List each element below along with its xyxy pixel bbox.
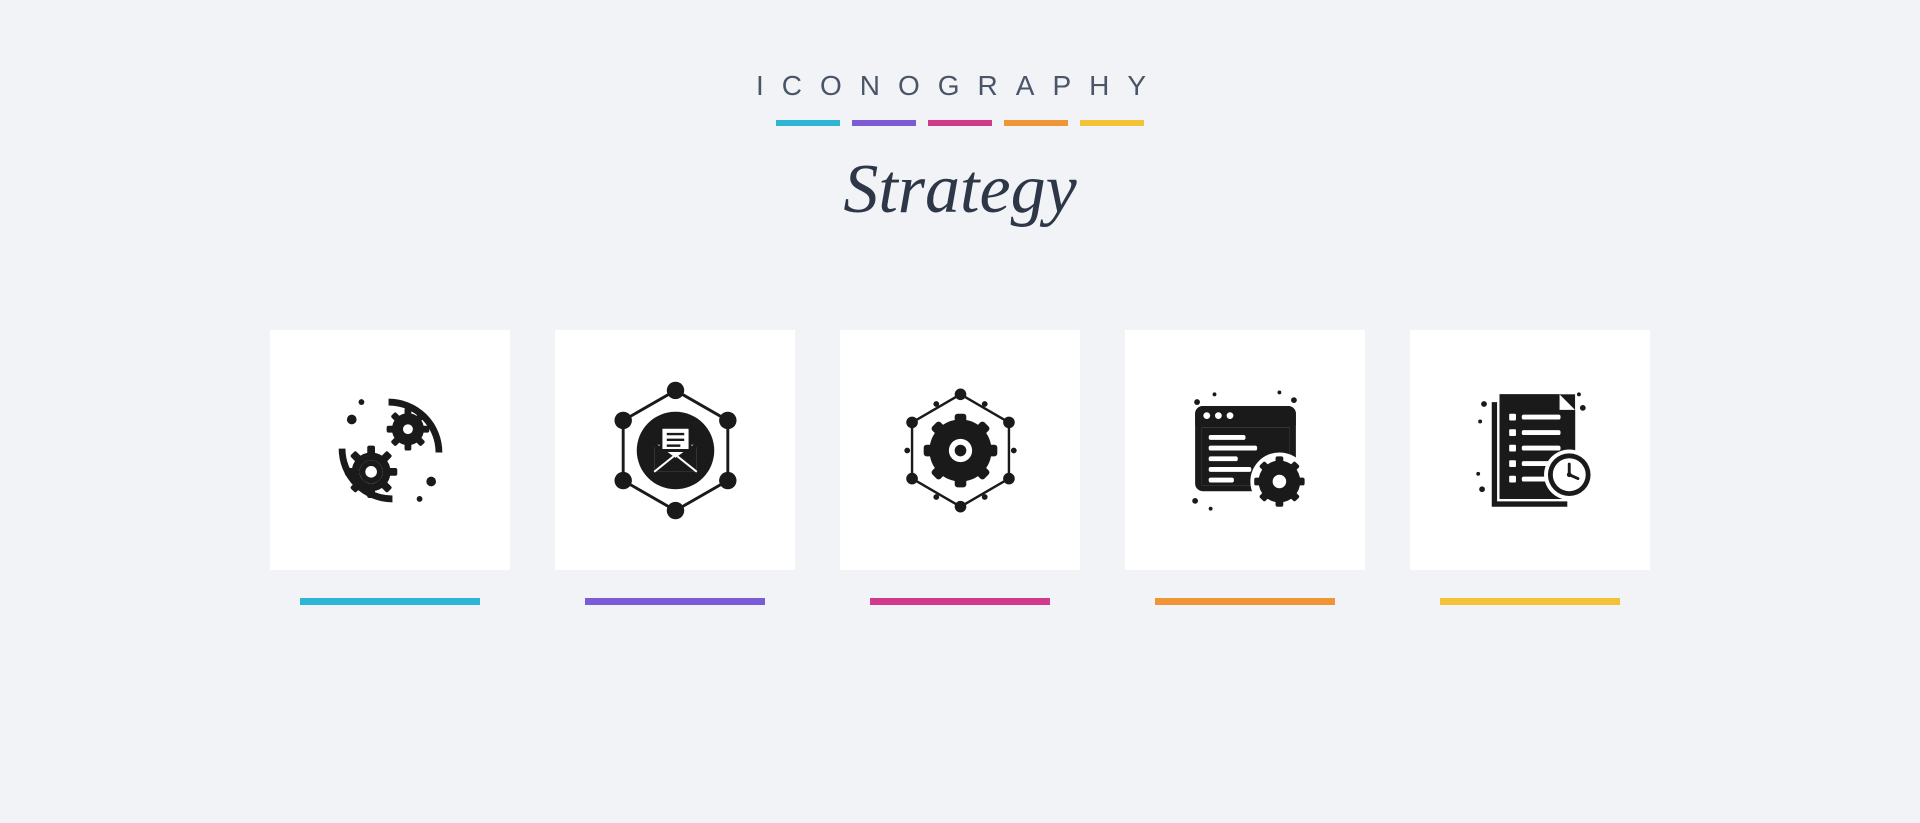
icon-card xyxy=(1410,330,1650,570)
page-subtitle: ICONOGRAPHY xyxy=(756,70,1164,102)
browser-settings-icon xyxy=(1168,373,1323,528)
icon-underline xyxy=(1155,598,1335,605)
color-bar-3 xyxy=(928,120,992,126)
icon-item-1 xyxy=(270,330,510,605)
gears-process-icon xyxy=(313,373,468,528)
color-bar-1 xyxy=(776,120,840,126)
icon-card xyxy=(1125,330,1365,570)
icon-card xyxy=(840,330,1080,570)
color-bar-2 xyxy=(852,120,916,126)
icon-item-4 xyxy=(1125,330,1365,605)
accent-color-strip xyxy=(776,120,1144,126)
icon-item-2 xyxy=(555,330,795,605)
color-bar-5 xyxy=(1080,120,1144,126)
gear-connection-icon xyxy=(883,373,1038,528)
icon-card xyxy=(555,330,795,570)
icon-underline xyxy=(585,598,765,605)
icon-card xyxy=(270,330,510,570)
color-bar-4 xyxy=(1004,120,1068,126)
icon-underline xyxy=(1440,598,1620,605)
email-network-icon xyxy=(598,373,753,528)
icon-underline xyxy=(300,598,480,605)
icon-item-5 xyxy=(1410,330,1650,605)
icon-underline xyxy=(870,598,1050,605)
document-schedule-icon xyxy=(1453,373,1608,528)
page-title: Strategy xyxy=(843,150,1076,230)
icon-set-row xyxy=(270,330,1650,605)
icon-item-3 xyxy=(840,330,1080,605)
